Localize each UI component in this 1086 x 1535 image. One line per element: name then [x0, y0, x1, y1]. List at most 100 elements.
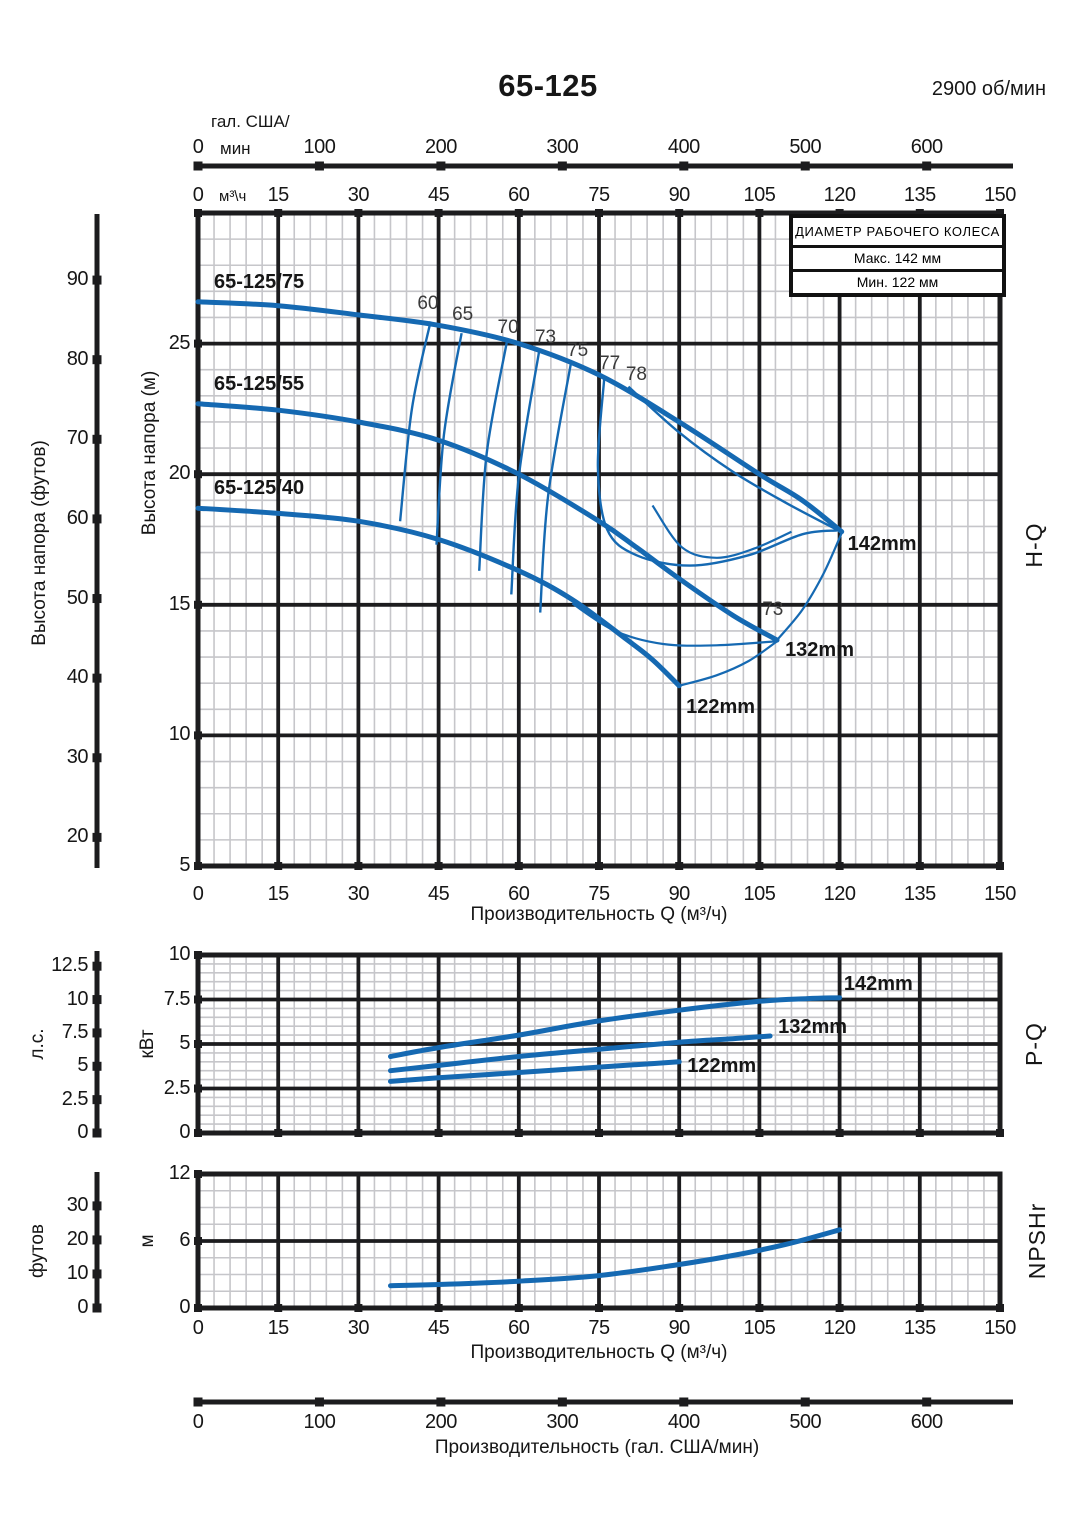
- gal-unit-line2: мин: [220, 139, 251, 158]
- x-tick-label-npsh: 120: [823, 1317, 856, 1339]
- x-tick-label-m3h-top: 120: [823, 184, 856, 206]
- y-tick-label-pq: 10: [168, 943, 191, 965]
- gal-tick-label-top: 500: [789, 136, 822, 158]
- gal-tick-label-bottom: 100: [303, 1411, 336, 1433]
- x-tick-label-npsh: 75: [588, 1317, 610, 1339]
- efficiency-label: 73: [762, 599, 784, 621]
- curve-label: 65-125/40: [214, 477, 305, 500]
- y-tick-label-npsh-feet: 10: [66, 1261, 89, 1284]
- impeller-diameter-legend: ДИАМЕТР РАБОЧЕГО КОЛЕСА Макс. 142 мм Мин…: [789, 214, 1006, 297]
- x-axis-caption-hq: Производительность Q (м³/ч): [470, 904, 728, 925]
- x-tick-label-npsh: 45: [427, 1317, 450, 1339]
- y-tick-label-feet: 20: [66, 825, 89, 848]
- efficiency-label: 70: [497, 316, 519, 338]
- x-tick-label-m3h-top: 90: [668, 184, 691, 206]
- efficiency-label: 75: [567, 340, 589, 362]
- x-tick-label-hq: 15: [267, 883, 290, 905]
- y-tick-label-hq: 5: [179, 854, 190, 876]
- x-tick-label-hq: 90: [668, 883, 691, 905]
- y-tick-label-npsh: 6: [179, 1229, 190, 1251]
- x-axis-caption-npsh: Производительность Q (м³/ч): [470, 1342, 728, 1363]
- gal-tick-label-top: 600: [910, 136, 943, 158]
- legend-max-diameter: Макс. 142 мм: [793, 248, 1002, 272]
- gal-tick-label-top: 100: [303, 136, 336, 158]
- x-tick-label-npsh: 60: [508, 1317, 530, 1339]
- x-tick-label-hq: 45: [427, 883, 450, 905]
- y-tick-label-hp: 0: [77, 1121, 88, 1143]
- gal-tick-label-bottom: 600: [910, 1411, 943, 1433]
- y-tick-label-hp: 12.5: [51, 954, 88, 977]
- gal-tick-label-bottom: 0: [192, 1411, 204, 1433]
- y-tick-label-hp: 2.5: [61, 1087, 89, 1110]
- y-tick-label-hq: 15: [168, 592, 191, 615]
- gal-unit-line1: гал. США/: [211, 112, 290, 131]
- gal-tick-label-bottom: 500: [789, 1411, 822, 1433]
- efficiency-label: 78: [625, 363, 647, 385]
- x-tick-label-m3h-top: 60: [508, 184, 530, 206]
- curve-label: 65-125/55: [214, 372, 305, 395]
- x-tick-label-m3h-top: 105: [743, 184, 776, 206]
- impeller-label: 122mm: [687, 1055, 757, 1078]
- y-tick-label-pq: 7.5: [163, 987, 191, 1010]
- x-tick-label-npsh: 135: [903, 1317, 936, 1339]
- y-tick-label-feet: 70: [66, 427, 89, 450]
- y-tick-label-pq: 0: [179, 1121, 190, 1143]
- x-tick-label-m3h-top: 45: [427, 184, 450, 206]
- efficiency-label: 73: [534, 327, 557, 349]
- y-tick-label-pq: 2.5: [163, 1076, 191, 1099]
- efficiency-label: 77: [599, 353, 621, 375]
- y-tick-label-npsh-feet: 30: [66, 1193, 89, 1216]
- x-tick-label-m3h-top: 15: [267, 184, 290, 206]
- x-tick-label-hq: 30: [347, 883, 370, 905]
- y-tick-label-feet: 90: [66, 268, 89, 291]
- y-tick-label-feet: 60: [66, 506, 89, 529]
- pump-speed: 2900 об/мин: [931, 78, 1046, 100]
- y-tick-label-hq: 20: [168, 462, 191, 485]
- x-tick-label-m3h-top: 135: [903, 184, 936, 206]
- x-tick-label-m3h-top: 0: [192, 184, 204, 206]
- y-tick-label-feet: 50: [66, 586, 89, 609]
- gal-tick-label-top: 200: [424, 136, 457, 158]
- y-tick-label-feet: 30: [66, 745, 89, 768]
- y-tick-label-npsh: 12: [168, 1162, 191, 1184]
- gal-tick-label-bottom: 400: [667, 1411, 700, 1433]
- y-tick-label-feet: 40: [66, 666, 89, 689]
- axis-label-head-feet: Высота напора (футов): [29, 440, 51, 646]
- gal-tick-label-top: 400: [667, 136, 700, 158]
- y-tick-label-feet: 80: [66, 347, 89, 370]
- m3h-unit: м³\ч: [219, 188, 247, 205]
- x-tick-label-npsh: 30: [347, 1317, 370, 1339]
- impeller-label: 142mm: [843, 973, 913, 996]
- impeller-label: 132mm: [778, 1015, 848, 1038]
- efficiency-label: 60: [417, 293, 439, 315]
- x-tick-label-m3h-top: 75: [588, 184, 610, 206]
- x-tick-label-npsh: 15: [267, 1317, 290, 1339]
- x-tick-label-npsh: 0: [192, 1317, 204, 1339]
- x-tick-label-m3h-top: 30: [347, 184, 370, 206]
- x-tick-label-hq: 150: [984, 883, 1016, 905]
- axis-label-head-m: Высота напора (м): [139, 370, 161, 536]
- x-tick-label-npsh: 150: [984, 1317, 1016, 1339]
- curve-label: 65-125/75: [214, 270, 305, 293]
- impeller-label: 122mm: [686, 695, 756, 718]
- y-tick-label-hp: 7.5: [61, 1020, 89, 1043]
- chart-label-pq: P-Q: [1020, 1022, 1047, 1066]
- y-tick-label-hp: 10: [66, 987, 89, 1010]
- y-tick-label-npsh: 0: [179, 1296, 190, 1318]
- legend-title: ДИАМЕТР РАБОЧЕГО КОЛЕСА: [793, 218, 1002, 248]
- page-title: 65-125: [498, 68, 598, 103]
- y-tick-label-npsh-feet: 0: [77, 1296, 88, 1318]
- impeller-label: 132mm: [785, 638, 854, 661]
- y-tick-label-pq: 5: [179, 1032, 190, 1054]
- x-tick-label-npsh: 90: [668, 1317, 691, 1339]
- x-tick-label-hq: 0: [192, 883, 204, 905]
- x-tick-label-hq: 75: [588, 883, 610, 905]
- impeller-label: 142mm: [847, 532, 917, 555]
- x-tick-label-hq: 135: [903, 883, 936, 905]
- gal-tick-label-bottom: 300: [546, 1411, 579, 1433]
- y-tick-label-hq: 25: [168, 331, 191, 354]
- y-tick-label-hp: 5: [77, 1054, 88, 1077]
- legend-min-diameter: Мин. 122 мм: [856, 274, 939, 291]
